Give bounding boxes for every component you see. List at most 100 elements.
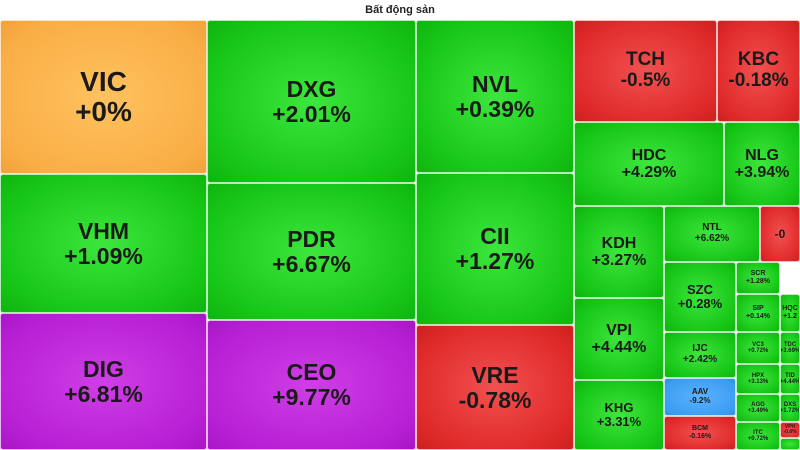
stock-tile-dxs[interactable]: DXS +1.72%	[780, 394, 800, 422]
stock-tile-vhm[interactable]: VHM +1.09%	[0, 174, 207, 313]
stock-symbol: CEO	[286, 359, 337, 386]
stock-symbol: HDC	[631, 146, 667, 164]
stock-change: -0.18%	[728, 70, 789, 91]
stock-symbol: IJC	[692, 343, 708, 355]
stock-symbol: TID	[785, 372, 795, 379]
stock-symbol: DXG	[286, 75, 337, 102]
stock-tile-pdr[interactable]: PDR +6.67%	[207, 183, 416, 320]
stock-symbol: DXS	[783, 401, 797, 408]
stock-symbol: VIC	[80, 65, 127, 97]
stock-change: +3.31%	[596, 414, 642, 429]
stock-change: +0.39%	[455, 95, 535, 122]
stock-symbol: VHM	[77, 217, 130, 244]
stock-change: -0.78%	[458, 386, 532, 413]
stock-symbol: VRE	[471, 361, 519, 388]
stock-change: +0.14%	[746, 313, 770, 320]
stock-symbol: PDR	[287, 225, 336, 252]
stock-tile-scr[interactable]: SCR +1.28%	[736, 262, 780, 294]
stock-change: +0.72%	[747, 436, 769, 442]
stock-change: +1.09%	[64, 242, 143, 269]
stock-symbol: AAV	[691, 387, 709, 397]
stock-symbol: BCM	[692, 425, 708, 433]
stock-tile-ijc[interactable]: IJC +2.42%	[664, 332, 736, 378]
stock-symbol: SZC	[687, 281, 713, 297]
stock-change: +0.28%	[677, 296, 723, 311]
stock-change: +0.72%	[747, 348, 769, 354]
stock-tile-vc3[interactable]: VC3 +0.72%	[736, 332, 780, 364]
stock-change: +4.44%	[591, 339, 647, 356]
stock-tile-tdc[interactable]: TDC +3.69%	[780, 332, 800, 364]
stock-change: +3.49%	[747, 408, 769, 414]
stock-tile-khg[interactable]: KHG +3.31%	[574, 380, 664, 450]
stock-change: -0.5%	[620, 70, 671, 91]
stock-change: +3.27%	[591, 252, 647, 269]
stock-tile-hqc[interactable]: HQC +1.2	[780, 294, 800, 332]
stock-change: -0.16%	[688, 433, 712, 440]
stock-symbol: KHG	[604, 399, 634, 415]
stock-tile-agg[interactable]: AGG +3.49%	[736, 394, 780, 422]
stock-change: +0%	[75, 96, 132, 127]
stock-change: +1.72%	[780, 408, 800, 414]
stock-symbol: HQC	[782, 305, 798, 313]
stock-change: +4.44%	[780, 379, 800, 385]
stock-symbol: AGG	[751, 401, 765, 408]
stock-change: -0	[774, 226, 786, 241]
stock-tile-vph[interactable]: VPH -0.8%	[780, 422, 800, 438]
stock-change: -9.2%	[689, 396, 711, 405]
stock-tile-hpx[interactable]: HPX +3.13%	[736, 364, 780, 394]
stock-change: +3.69%	[780, 348, 800, 354]
stock-tile-ntl[interactable]: NTL +6.62%	[664, 206, 760, 262]
stock-change: +2.42%	[682, 354, 718, 365]
stock-change: +6.67%	[272, 250, 351, 277]
stock-symbol: HPX	[751, 372, 765, 379]
stock-tile-ceo[interactable]: CEO +9.77%	[207, 320, 416, 450]
stock-tile-hdc[interactable]: HDC +4.29%	[574, 122, 724, 206]
stock-tile-kdh[interactable]: KDH +3.27%	[574, 206, 664, 298]
stock-tile-sip[interactable]: SIP +0.14%	[736, 294, 780, 332]
stock-tile-dxg[interactable]: DXG +2.01%	[207, 20, 416, 183]
stock-tile-tid[interactable]: TID +4.44%	[780, 364, 800, 394]
stock-change: +3.94%	[734, 164, 790, 181]
stock-symbol: DIG	[83, 355, 124, 382]
stock-tile-bcm[interactable]: BCM -0.16%	[664, 416, 736, 450]
stock-symbol: KDH	[601, 234, 637, 252]
stock-symbol: ITC	[753, 429, 763, 436]
stock-tile-unlabeled-15[interactable]: -0	[760, 206, 800, 262]
stock-change: +6.81%	[64, 380, 143, 407]
stock-tile-vpi[interactable]: VPI +4.44%	[574, 298, 664, 380]
stock-symbol: SCR	[750, 270, 766, 278]
stock-tile-aav[interactable]: AAV -9.2%	[664, 378, 736, 416]
stock-symbol: VPH	[784, 423, 796, 430]
stock-symbol: TCH	[625, 49, 666, 71]
stock-tile-itc[interactable]: ITC +0.72%	[736, 422, 780, 450]
stock-symbol: TDC	[783, 341, 797, 348]
stock-symbol: VC3	[752, 341, 764, 348]
stock-tile-kbc[interactable]: KBC -0.18%	[717, 20, 800, 122]
stock-symbol: SIP	[752, 305, 764, 313]
stock-change: +9.77%	[272, 384, 351, 410]
stock-change: +1.28%	[746, 278, 770, 285]
stock-tile-dig[interactable]: DIG +6.81%	[0, 313, 207, 450]
stock-symbol: NLG	[745, 146, 779, 164]
page-title: Bất động sản	[365, 4, 435, 16]
stock-symbol: NVL	[472, 70, 518, 97]
stock-change: +1.27%	[455, 248, 535, 274]
stock-change: +6.62%	[694, 233, 730, 244]
stock-tile-nlg[interactable]: NLG +3.94%	[724, 122, 800, 206]
stock-symbol: KBC	[737, 49, 780, 71]
stock-tile-unlabeled-33[interactable]	[780, 438, 800, 450]
stock-tile-vre[interactable]: VRE -0.78%	[416, 325, 574, 450]
stock-tile-nvl[interactable]: NVL +0.39%	[416, 20, 574, 173]
stock-change: +3.13%	[747, 379, 769, 385]
stock-symbol: CII	[480, 223, 510, 250]
stock-change: +2.01%	[272, 100, 351, 127]
stock-tile-cii[interactable]: CII +1.27%	[416, 173, 574, 325]
stock-change: -0.8%	[783, 429, 797, 435]
stock-tile-szc[interactable]: SZC +0.28%	[664, 262, 736, 332]
stock-symbol: NTL	[702, 222, 722, 234]
stock-change: +4.29%	[621, 164, 677, 181]
stock-tile-tch[interactable]: TCH -0.5%	[574, 20, 717, 122]
stock-change: +1.2	[783, 313, 797, 320]
stock-symbol: VPI	[606, 321, 632, 339]
stock-tile-vic[interactable]: VIC +0%	[0, 20, 207, 174]
